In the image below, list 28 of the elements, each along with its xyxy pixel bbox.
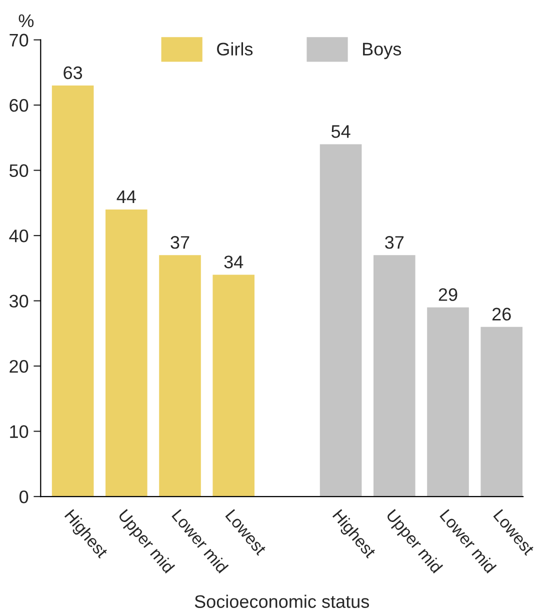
- x-axis-title: Socioeconomic status: [194, 594, 370, 608]
- data-label: 37: [385, 236, 404, 249]
- y-tick-label: 10: [10, 425, 28, 438]
- y-tick-label: 20: [10, 360, 28, 373]
- y-tick-label: 0: [20, 490, 28, 504]
- data-label: 26: [492, 308, 511, 321]
- data-label: 37: [170, 236, 190, 249]
- bar: [212, 274, 255, 497]
- data-label: 54: [331, 125, 350, 138]
- legend-label: Boys: [363, 42, 402, 60]
- bar: [320, 144, 362, 497]
- bar: [159, 255, 201, 497]
- y-tick-label: 50: [9, 164, 28, 178]
- bar: [106, 209, 148, 497]
- legend-label: Girls: [217, 42, 253, 56]
- data-label: 29: [438, 288, 458, 301]
- y-tick-label: 40: [9, 230, 28, 242]
- bar: [427, 307, 469, 497]
- bar: [52, 86, 94, 497]
- y-tick-label: 60: [10, 99, 28, 112]
- bar: [373, 255, 416, 497]
- y-axis-title: %: [18, 14, 34, 28]
- y-tick-label: 30: [9, 294, 28, 308]
- data-label: 44: [116, 190, 136, 203]
- bar: [480, 326, 522, 497]
- data-label: 63: [64, 66, 82, 80]
- y-tick-label: 70: [10, 34, 28, 47]
- data-label: 34: [224, 256, 244, 268]
